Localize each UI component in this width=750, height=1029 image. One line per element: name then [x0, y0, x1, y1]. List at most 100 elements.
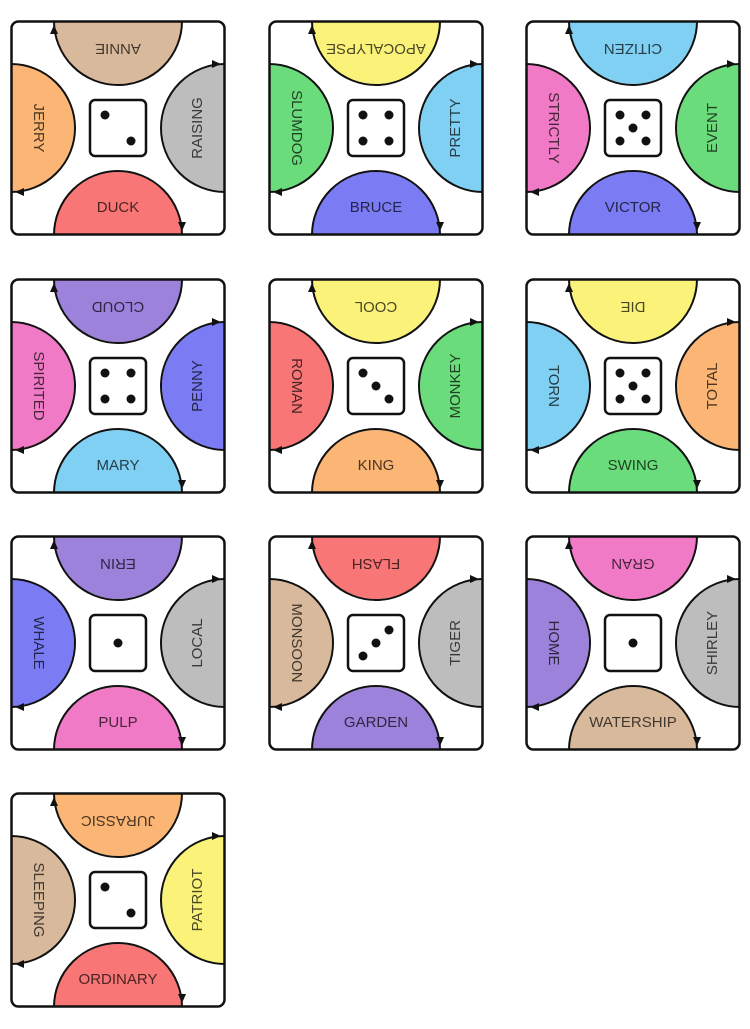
- arc-outline: [568, 428, 698, 493]
- word-segment-bottom: KING: [311, 428, 444, 493]
- word-label: TORN: [545, 365, 562, 407]
- die-pip: [384, 394, 394, 404]
- die-pip: [100, 882, 110, 892]
- arc-outline: [53, 170, 183, 235]
- semicircle: [54, 172, 182, 235]
- die-pip: [100, 368, 110, 378]
- word-label: SLUMDOG: [288, 90, 305, 166]
- arrow-icon: [693, 480, 701, 489]
- die-pip: [615, 136, 625, 146]
- arrow-icon: [15, 446, 24, 454]
- die-pip: [371, 381, 381, 391]
- arc-outline: [568, 170, 698, 235]
- word-label: WATERSHIP: [589, 714, 677, 731]
- arrow-icon: [693, 222, 701, 231]
- arc-outline: [160, 578, 225, 708]
- word-label: CITIZEN: [604, 40, 662, 57]
- word-label: APOCALYPSE: [326, 40, 426, 57]
- arrow-icon: [50, 540, 58, 549]
- arrow-icon: [178, 480, 186, 489]
- semicircle: [54, 279, 182, 342]
- arrow-icon: [273, 446, 282, 454]
- semicircle: [312, 172, 440, 235]
- word-segment-right: MONKEY: [418, 318, 483, 451]
- word-segment-right: SHIRLEY: [675, 575, 740, 708]
- semicircle: [526, 579, 589, 707]
- die-pip: [615, 368, 625, 378]
- arrow-icon: [308, 25, 316, 34]
- word-segment-right: PENNY: [160, 318, 225, 451]
- arc-outline: [11, 321, 76, 451]
- arrow-icon: [470, 60, 479, 68]
- semicircle: [312, 430, 440, 493]
- semicircle: [54, 944, 182, 1007]
- arrow-icon: [530, 703, 539, 711]
- arc-outline: [568, 685, 698, 750]
- arrow-icon: [436, 480, 444, 489]
- puzzle-card: JURASSIC PATRIOT ORDINARY SLEEPING: [10, 792, 226, 1008]
- puzzle-card: ERIN LOCAL PULP WHALE: [10, 535, 226, 751]
- die-icon: [346, 356, 406, 416]
- semicircle: [54, 793, 182, 856]
- arrow-icon: [50, 25, 58, 34]
- word-label: ORDINARY: [79, 971, 158, 988]
- die-pip: [100, 394, 110, 404]
- puzzle-card: ANNIE RAISING DUCK JERRY: [10, 20, 226, 236]
- die-pip: [384, 625, 394, 635]
- arc-outline: [311, 685, 441, 750]
- word-label: LOCAL: [189, 618, 206, 667]
- die-icon: [346, 613, 406, 673]
- word-label: SPIRITED: [30, 351, 47, 420]
- arc-outline: [269, 63, 334, 193]
- arc-outline: [11, 63, 76, 193]
- die-pip: [641, 136, 651, 146]
- die-pip: [358, 110, 368, 120]
- semicircle: [420, 64, 483, 192]
- word-label: PULP: [98, 714, 137, 731]
- die-icon: [88, 613, 148, 673]
- semicircle: [526, 322, 589, 450]
- semicircle: [11, 64, 74, 192]
- arrow-icon: [436, 737, 444, 746]
- semicircle: [420, 579, 483, 707]
- die-pip: [628, 123, 638, 133]
- arrow-icon: [693, 737, 701, 746]
- card-border: [268, 278, 484, 494]
- semicircle: [162, 836, 225, 964]
- word-segment-left: SLUMDOG: [269, 63, 334, 196]
- arc-outline: [568, 279, 698, 344]
- arrow-icon: [178, 222, 186, 231]
- puzzle-card: APOCALYPSE PRETTY BRUCE SLUMDOG: [268, 20, 484, 236]
- arrow-icon: [565, 540, 573, 549]
- word-label: FLASH: [352, 555, 400, 572]
- arrow-icon: [273, 188, 282, 196]
- word-segment-bottom: GARDEN: [311, 685, 444, 750]
- arrow-icon: [565, 283, 573, 292]
- word-segment-top: JURASSIC: [50, 793, 183, 858]
- word-label: MONSOON: [288, 603, 305, 682]
- arc-outline: [269, 578, 334, 708]
- die-pip: [126, 908, 136, 918]
- arrow-icon: [308, 283, 316, 292]
- arc-outline: [568, 536, 698, 601]
- word-label: SWING: [608, 457, 659, 474]
- word-label: BRUCE: [350, 199, 403, 216]
- word-segment-left: TORN: [526, 321, 591, 454]
- word-segment-left: ROMAN: [269, 321, 334, 454]
- semicircle: [54, 687, 182, 750]
- word-label: JERRY: [30, 104, 47, 153]
- semicircle: [162, 64, 225, 192]
- puzzle-card: CITIZEN EVENT VICTOR STRICTLY: [525, 20, 741, 236]
- semicircle: [11, 836, 74, 964]
- word-segment-left: WHALE: [11, 578, 76, 711]
- word-segment-top: CITIZEN: [565, 21, 698, 86]
- arc-outline: [311, 170, 441, 235]
- die-pip: [371, 638, 381, 648]
- card-border: [525, 535, 741, 751]
- arc-outline: [53, 793, 183, 858]
- word-segment-right: EVENT: [675, 60, 740, 193]
- word-segment-right: TOTAL: [675, 318, 740, 451]
- word-segment-left: MONSOON: [269, 578, 334, 711]
- card-border: [10, 20, 226, 236]
- semicircle: [11, 579, 74, 707]
